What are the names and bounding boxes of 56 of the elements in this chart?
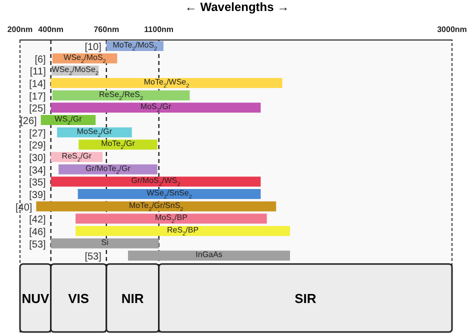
y-tick-label: ReS$_{2}$/Gr <box>62 152 92 164</box>
y-tick-label: Gr/MoS$_{2}$/WS$_{2}$ <box>131 176 180 188</box>
y-tick-label: MoSe$_{2}$/Gr <box>76 126 112 139</box>
x-tick-label: 1100nm <box>144 25 174 34</box>
bar <box>50 102 261 113</box>
y-tick-label: InGaAs <box>196 250 222 260</box>
annotation: [30] <box>29 153 46 164</box>
bar <box>36 201 276 212</box>
bar <box>128 250 290 261</box>
band-label: NUV <box>22 291 50 306</box>
annotation: [29] <box>29 140 46 152</box>
bar <box>52 90 190 100</box>
band-label: NIR <box>121 291 144 306</box>
x-tick-label: 400nm <box>38 25 64 34</box>
y-tick-label: Si <box>101 238 109 247</box>
annotation: [25] <box>29 104 46 115</box>
y-tick-label: MoS$_{2}$/Gr <box>140 102 172 114</box>
x-tick-label: 3000nm <box>437 25 467 34</box>
x-tick-label: 200nm <box>7 25 33 34</box>
x-axis-title: ← Wavelengths → <box>184 0 290 14</box>
annotation: [14] <box>29 79 46 90</box>
bar <box>78 189 261 199</box>
band-label: SIR <box>294 291 317 306</box>
annotation: [53] <box>29 239 46 250</box>
y-tick-label: WS$_{2}$/Gr <box>54 114 82 126</box>
y-tick-label: WSe$_{2}$/MoS$_{2}$ <box>64 52 106 65</box>
band-label: VIS <box>68 291 90 306</box>
bar <box>50 238 159 248</box>
annotation: [27] <box>29 128 46 140</box>
x-tick-label: 760nm <box>94 25 120 34</box>
annotation: [26] <box>20 116 38 127</box>
y-tick-label: Gr/MoTe$_{2}$/Gr <box>85 164 131 176</box>
y-tick-label: MoTe$_{2}$/WSe$_{2}$ <box>144 78 190 90</box>
annotation: [42] <box>29 214 46 226</box>
bar <box>50 78 282 88</box>
annotation: [11] <box>30 66 46 78</box>
annotation: [46] <box>29 227 46 238</box>
annotation: [10] <box>84 42 102 53</box>
bar <box>76 226 290 236</box>
y-tick-label: MoTe$_{2}$/Gr <box>101 139 136 152</box>
annotation: [34] <box>29 165 46 176</box>
y-tick-label: ReSe$_{2}$/ReS$_{2}$ <box>99 90 144 102</box>
y-tick-label: WSe$_{2}$/SnSe$_{2}$ <box>146 188 192 200</box>
annotation: [35] <box>29 178 46 189</box>
bar <box>50 176 261 187</box>
y-tick-label: MoS$_{2}$/BP <box>154 213 188 226</box>
annotation: [17] <box>29 91 46 102</box>
y-tick-label: WSe$_{2}$/MoSe$_{2}$ <box>52 65 99 78</box>
y-tick-label: ReS$_{2}$/BP <box>166 226 199 238</box>
bar <box>76 214 267 224</box>
annotation: [6] <box>34 54 46 66</box>
y-tick-label: MoTe$_{2}$/MoS$_{2}$ <box>112 40 158 52</box>
y-tick-label: MoTe$_{2}$/Gr/SnS$_{2}$ <box>129 200 184 213</box>
annotation: [53] <box>84 252 102 263</box>
annotation: [40] <box>16 202 32 214</box>
annotation: [39] <box>29 190 46 201</box>
